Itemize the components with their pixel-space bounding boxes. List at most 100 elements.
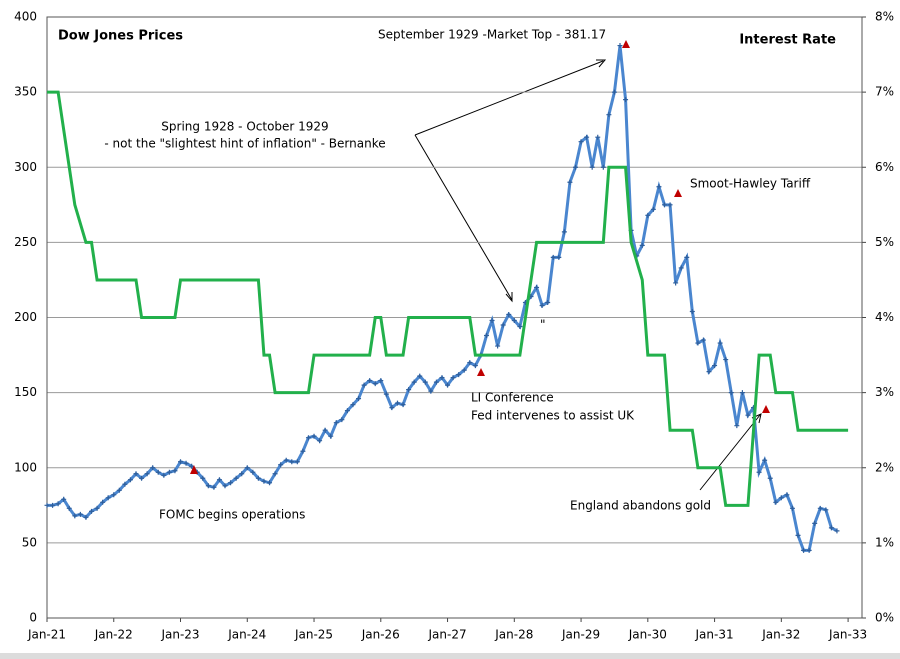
point — [372, 381, 378, 387]
y2-tick-label: 2% — [875, 460, 894, 474]
point — [600, 164, 606, 170]
point — [511, 318, 517, 324]
x-tick-label: Jan-27 — [427, 628, 466, 642]
point — [383, 391, 389, 397]
point — [178, 459, 184, 465]
point — [578, 139, 584, 145]
point — [539, 302, 545, 308]
point — [244, 465, 250, 471]
x-tick-label: Jan-21 — [27, 628, 66, 642]
point — [623, 97, 629, 103]
y-tick-label: 50 — [22, 535, 37, 549]
point — [300, 448, 306, 454]
arrow-head — [505, 292, 513, 303]
point — [289, 459, 295, 465]
point — [606, 112, 612, 118]
point — [756, 469, 762, 475]
x-tick-label: Jan-30 — [628, 628, 667, 642]
point — [712, 363, 718, 369]
point — [450, 375, 456, 381]
point — [255, 475, 261, 481]
point — [77, 511, 83, 517]
point — [50, 502, 56, 508]
point — [534, 284, 540, 290]
point — [662, 202, 668, 208]
point — [784, 492, 790, 498]
y2-tick-label: 4% — [875, 310, 894, 324]
point — [773, 499, 779, 505]
y2-tick-label: 5% — [875, 235, 894, 249]
point — [762, 457, 768, 463]
point — [645, 212, 651, 218]
point — [116, 487, 122, 493]
annotation: Spring 1928 - October 1929 — [161, 120, 328, 134]
point — [166, 469, 172, 475]
point — [584, 134, 590, 140]
point — [367, 378, 373, 384]
point — [127, 477, 133, 483]
x-tick-label: Jan-26 — [361, 628, 400, 642]
point — [66, 505, 72, 511]
point — [806, 547, 812, 553]
point — [495, 343, 501, 349]
point — [778, 495, 784, 501]
point — [728, 390, 734, 396]
point — [389, 405, 395, 411]
annotation: - not the "slightest hint of inflation" … — [104, 137, 385, 151]
point — [317, 438, 323, 444]
point — [344, 408, 350, 414]
y-tick-label: 200 — [14, 310, 37, 324]
y-tick-label: 250 — [14, 235, 37, 249]
y-tick-label: 0 — [29, 611, 37, 625]
point — [172, 468, 178, 474]
annotation: Smoot-Hawley Tariff — [690, 177, 811, 191]
point — [100, 499, 106, 505]
point — [89, 508, 95, 514]
point — [311, 433, 317, 439]
point — [828, 525, 834, 531]
point — [678, 265, 684, 271]
annotation: Fed intervenes to assist UK — [471, 409, 635, 423]
y2-tick-label: 3% — [875, 385, 894, 399]
point — [556, 254, 562, 260]
x-tick-label: Jan-31 — [695, 628, 734, 642]
point — [61, 496, 67, 502]
point — [567, 179, 573, 185]
point — [561, 229, 567, 235]
x-tick-label: Jan-33 — [828, 628, 867, 642]
point — [817, 505, 823, 511]
point — [812, 520, 818, 526]
point — [734, 423, 740, 429]
plot: 0 50 100 150 200 250 300 350 400 0% 1% 2% 3% 4% 5% 6% 7%… — [14, 10, 894, 642]
point — [322, 427, 328, 433]
annotation: LI Conference — [471, 391, 554, 405]
y2-tick-label: 1% — [875, 535, 894, 549]
legend-entry: Dow Jones Prices — [58, 29, 183, 44]
point — [595, 134, 601, 140]
point — [673, 280, 679, 286]
y2-tick-label: 7% — [875, 85, 894, 99]
point — [689, 308, 695, 314]
point — [667, 202, 673, 208]
y-tick-label: 150 — [14, 385, 37, 399]
point — [795, 532, 801, 538]
point — [361, 382, 367, 388]
triangle — [762, 405, 770, 413]
point — [506, 311, 512, 317]
point — [356, 396, 362, 402]
point — [261, 478, 267, 484]
point — [122, 481, 128, 487]
arrow — [414, 134, 513, 301]
point — [684, 254, 690, 260]
point — [150, 465, 156, 471]
x-tick-label: Jan-23 — [160, 628, 199, 642]
point — [233, 475, 239, 481]
x-tick-label: Jan-29 — [561, 628, 600, 642]
point — [700, 337, 706, 343]
plot-frame — [46, 16, 863, 619]
point — [228, 480, 234, 486]
point — [439, 375, 445, 381]
point — [72, 513, 78, 519]
